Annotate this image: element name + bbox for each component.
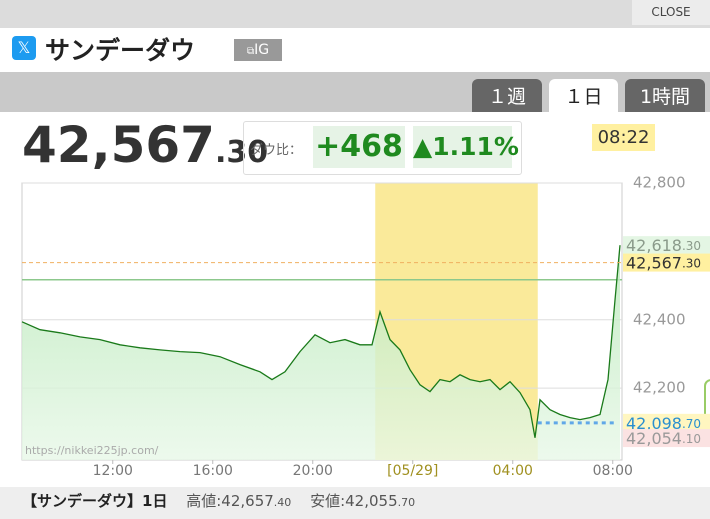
change-box [243,121,522,175]
x-tick-label: 20:00 [293,463,333,479]
price-tag-label: 42,567.30 [626,253,701,272]
chart: 42,200 42,400 42,800 12:00 16:00 20:00 [05/29]… [21,174,710,479]
x-tick-label: 08:00 [593,463,633,479]
tab[interactable]: 1時間 [625,79,705,112]
page-title: サンデーダウ [45,36,196,65]
area [22,245,620,460]
price-tag [623,236,710,255]
low-value: 42,055.70 [345,492,416,510]
source-text: IG [254,42,270,58]
tab[interactable]: １週 [472,79,542,112]
watermark: https://nikkei225jp.com/ [25,444,159,457]
high-label: 高値: [186,492,222,510]
footer-title: 【サンデーダウ】1日 [22,492,168,510]
price-tag-label: 42,054.10 [626,429,701,448]
price-line [21,245,621,438]
change-label: ダウ比： [250,143,303,158]
x-tick-label: 04:00 [493,463,533,479]
y-tick-label: 42,800 [633,174,686,192]
price-tag-label: 42,618.30 [626,236,701,255]
source-badge[interactable]: ⧉IG [234,39,282,61]
high-value: 42,657.40 [221,492,292,510]
tab[interactable]: １日 [549,79,618,112]
close-button[interactable]: CLOSE [632,0,710,25]
price-tag [623,253,710,272]
x-tick-label: 16:00 [193,463,233,479]
x-icon[interactable]: 𝕏 [12,36,36,60]
time-badge: 08:22 [592,124,655,151]
footer: 【サンデーダウ】1日 高値:42,657.40 安値:42,055.70 [0,487,710,519]
y-tick-label: 42,200 [633,379,686,397]
change-value: +468 [313,126,405,168]
x-tick-label: [05/29] [387,463,438,479]
price-tag-label: 42,098.70 [626,413,701,432]
low-label: 安値: [310,492,346,510]
price-tag [623,429,710,448]
top-bar [0,0,710,28]
change-percent: ▲1.11% [413,126,519,168]
price-tag [623,413,710,432]
price: 42,567.30 [22,116,269,174]
y-tick-label: 42,400 [633,310,686,328]
x-tick-label: 12:00 [93,463,133,479]
